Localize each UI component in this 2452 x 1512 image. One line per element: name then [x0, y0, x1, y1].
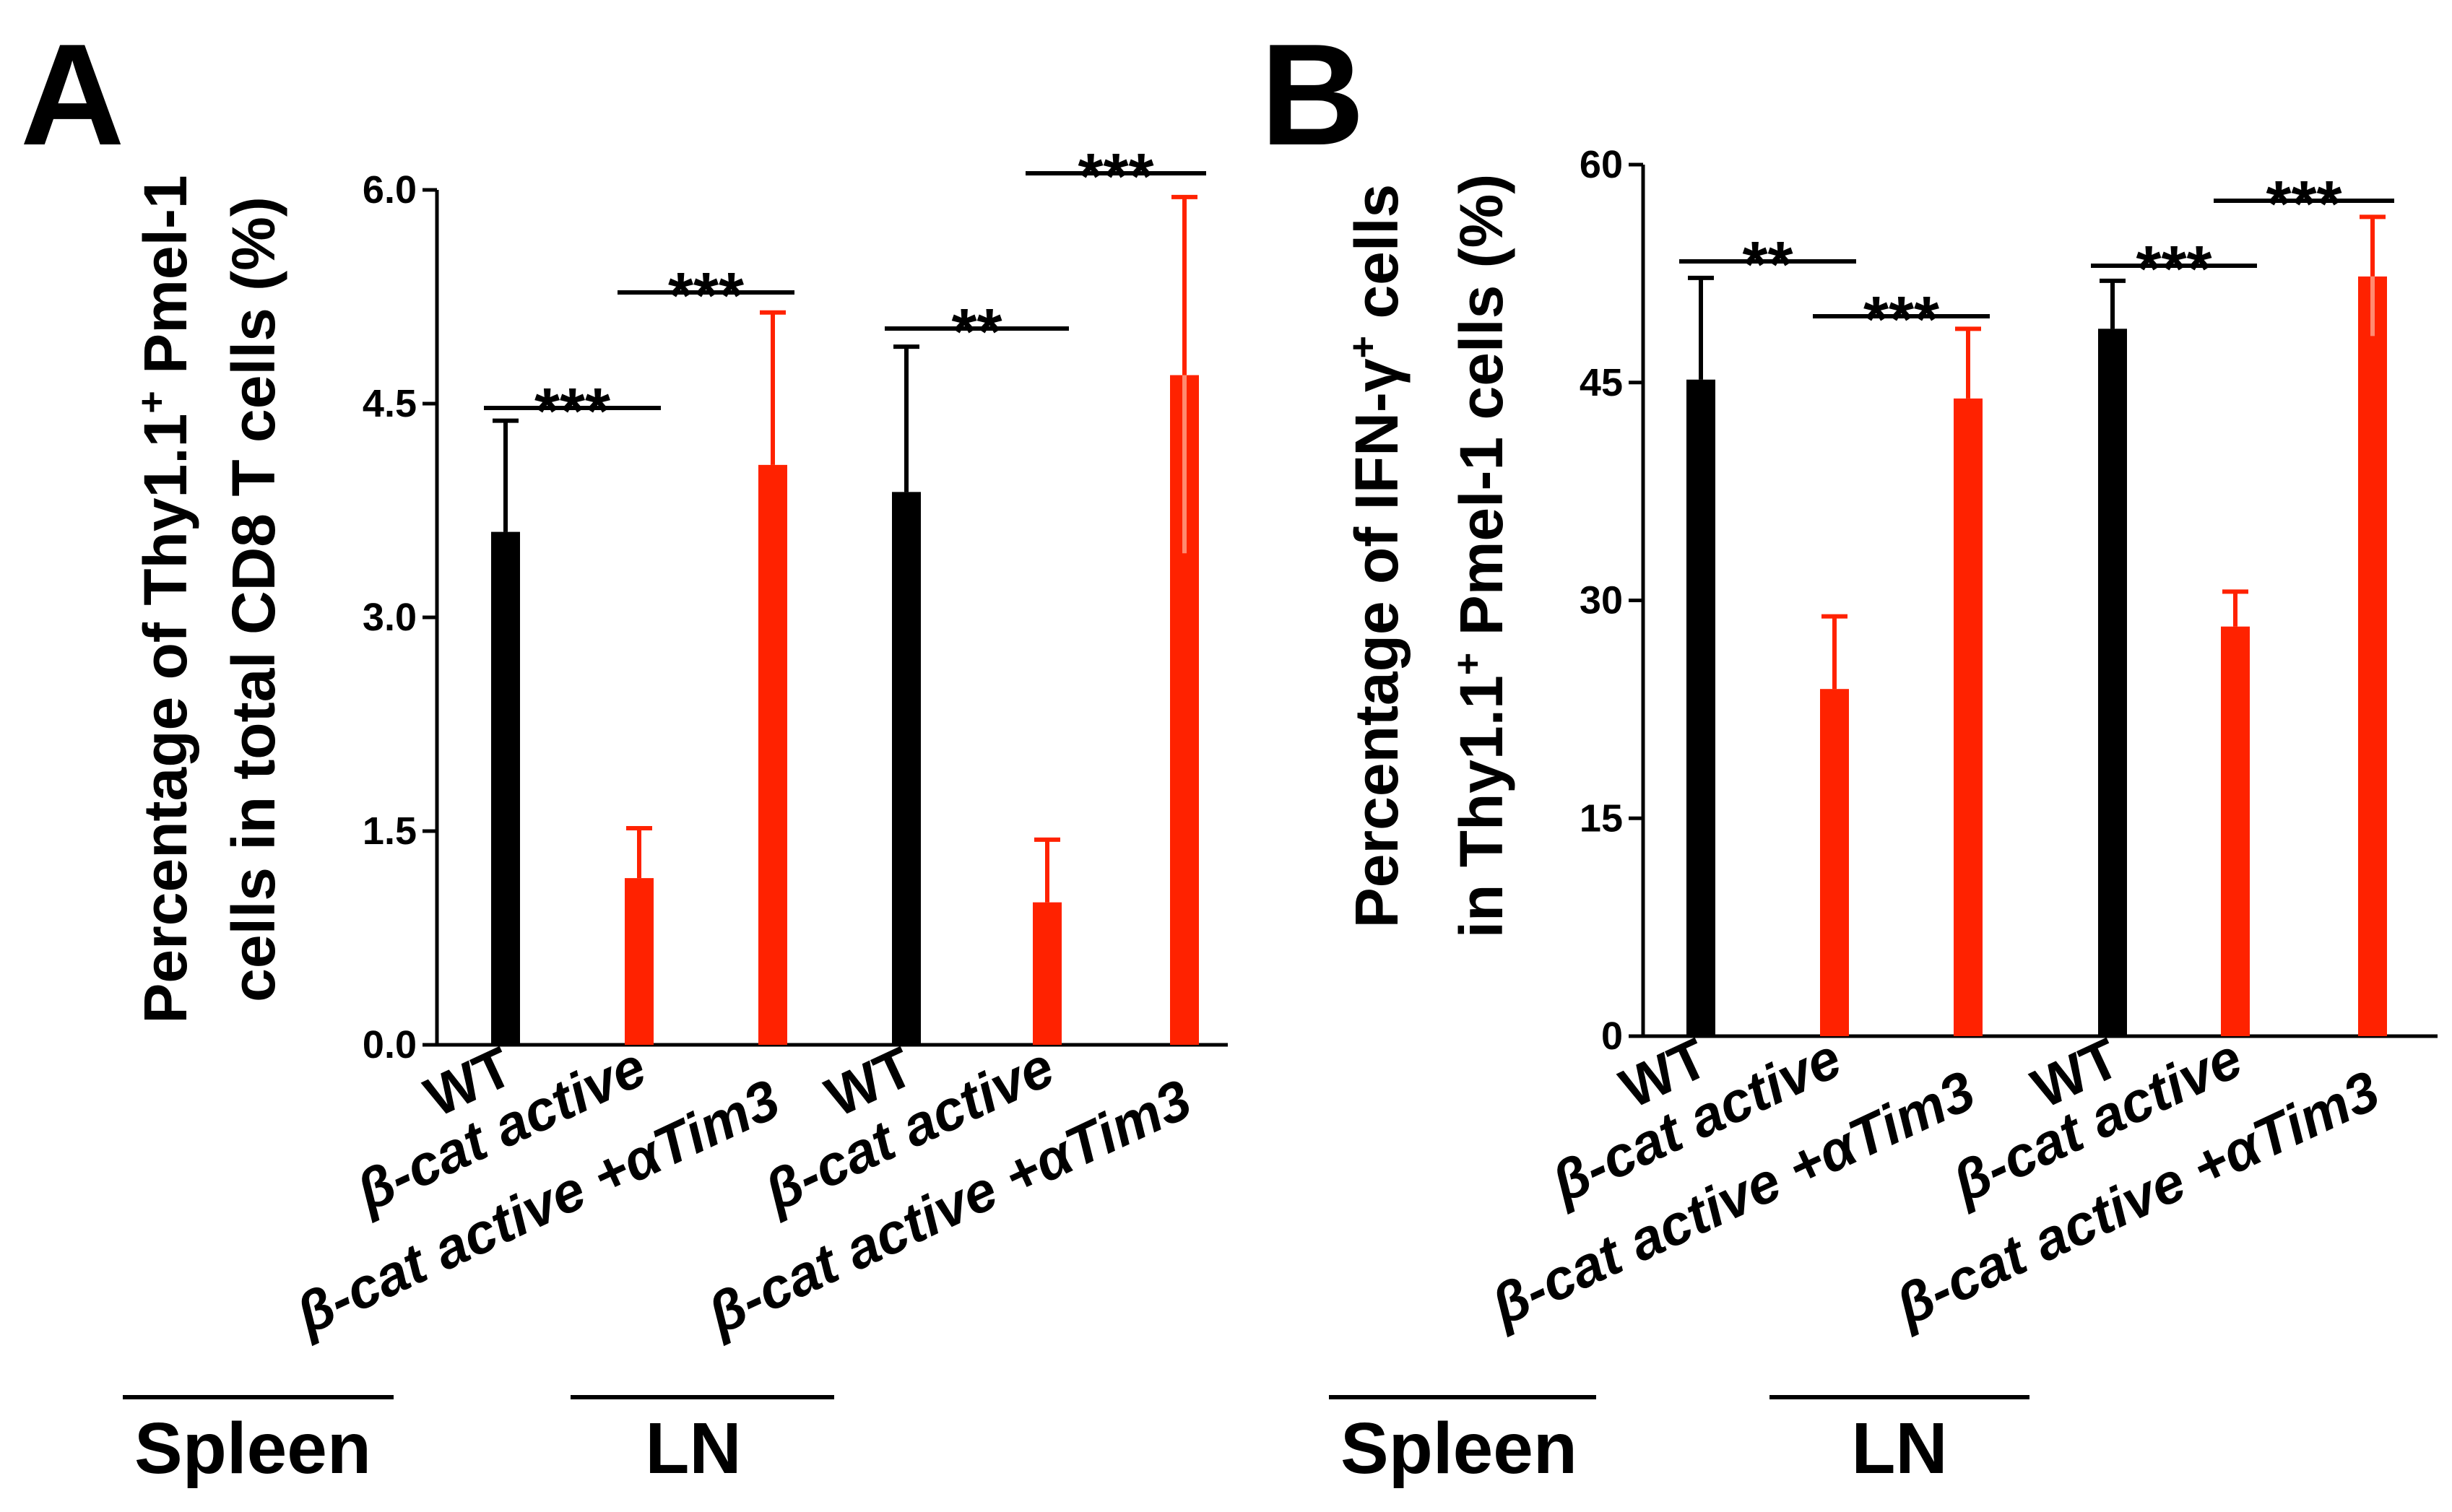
- panel-a-ylabel-line2: cells in total CD8 T cells (%): [220, 196, 287, 1002]
- y-tick-label: 0.0: [363, 1023, 417, 1066]
- bar: [2358, 276, 2387, 1037]
- panel-b-ylabel-line2: in Thy1.1+ Pmel-1 cells (%): [1446, 174, 1515, 939]
- group-label: Spleen: [1340, 1408, 1577, 1489]
- bar: [892, 492, 921, 1045]
- panel-a-ylabel-line1: Percentage of Thy1.1+ Pmel-1: [130, 175, 199, 1023]
- panel-b-ylabel-line1: Percentage of IFN-γ+ cells: [1341, 184, 1411, 929]
- significance-stars: ***: [534, 375, 610, 448]
- group-label: Spleen: [134, 1408, 371, 1489]
- bar: [625, 878, 654, 1045]
- y-tick-label: 30: [1580, 579, 1623, 622]
- y-tick-label: 4.5: [363, 382, 417, 425]
- significance-stars: ***: [668, 260, 744, 332]
- y-tick-label: 0: [1601, 1014, 1623, 1058]
- y-tick-label: 1.5: [363, 809, 417, 853]
- bar: [1033, 902, 1062, 1045]
- panel-b-letter: B: [1260, 14, 1364, 175]
- y-tick-label: 60: [1580, 143, 1623, 186]
- significance-stars: ***: [2266, 168, 2341, 240]
- bar: [1686, 379, 1715, 1036]
- group-label: LN: [645, 1408, 741, 1489]
- significance-stars: ***: [2136, 233, 2211, 305]
- bar: [2098, 329, 2127, 1036]
- significance-stars: ***: [1863, 284, 1939, 356]
- group-label: LN: [1851, 1408, 1947, 1489]
- y-tick-label: 15: [1580, 796, 1623, 840]
- bar: [1820, 689, 1849, 1036]
- panel-a-letter: A: [20, 14, 124, 175]
- y-tick-label: 45: [1580, 361, 1623, 404]
- bar: [1954, 398, 1983, 1036]
- significance-stars: **: [1742, 229, 1793, 301]
- significance-stars: **: [951, 296, 1002, 368]
- bar: [2221, 626, 2250, 1036]
- y-tick-label: 6.0: [363, 168, 417, 212]
- significance-stars: ***: [1078, 141, 1153, 213]
- y-tick-label: 3.0: [363, 596, 417, 639]
- bar: [758, 464, 787, 1045]
- bar: [491, 531, 520, 1045]
